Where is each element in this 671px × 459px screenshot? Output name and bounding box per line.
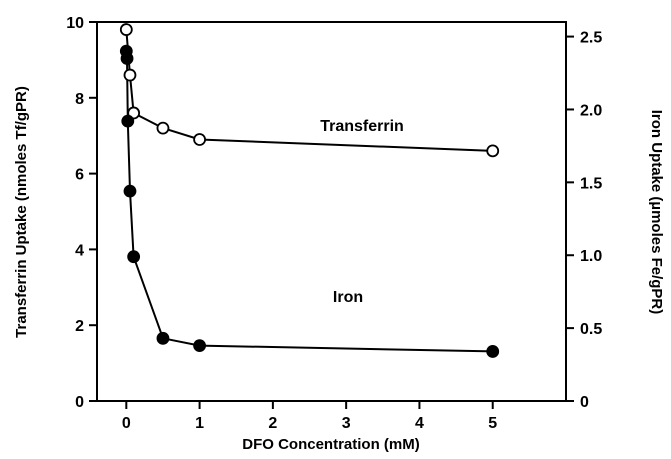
- left-y-tick-label: 6: [75, 167, 84, 184]
- plot-border: [96, 21, 567, 402]
- right-y-tick-label: 2.0: [580, 102, 602, 119]
- left-y-tick-label: 2: [75, 318, 84, 335]
- data-point-transferrin: [486, 144, 500, 158]
- data-point-transferrin: [193, 133, 206, 146]
- x-tick-label: 0: [122, 415, 131, 432]
- left-y-axis-ticks: 0 2 4 6 8 10: [66, 15, 97, 411]
- series-label-transferrin: Transferrin: [320, 118, 404, 135]
- data-point-iron: [127, 250, 141, 264]
- left-y-tick-label: 8: [75, 91, 84, 108]
- right-y-tick-label: 1.0: [580, 248, 602, 265]
- right-y-tick-label: 0: [580, 394, 589, 411]
- data-point-transferrin: [123, 68, 137, 82]
- x-axis-ticks: 0 1 2 3 4 5: [122, 401, 497, 432]
- x-tick-label: 5: [488, 415, 497, 432]
- data-point-iron: [486, 345, 500, 358]
- data-point-iron: [120, 52, 134, 65]
- series-line-transferrin: [125, 29, 493, 152]
- left-y-axis-title: Transferrin Uptake (nmoles Tf/gPR): [13, 86, 30, 338]
- right-y-tick-label: 1.5: [580, 175, 602, 192]
- data-point-iron: [123, 184, 137, 198]
- left-y-tick-label: 4: [75, 242, 84, 259]
- x-tick-label: 3: [342, 415, 351, 432]
- x-tick-label: 1: [195, 415, 204, 432]
- right-y-tick-label: 0.5: [580, 321, 602, 338]
- plot-frame: [96, 21, 567, 402]
- data-point-iron: [193, 339, 206, 353]
- data-point-iron: [121, 114, 135, 128]
- right-y-tick-label: 2.5: [580, 30, 602, 47]
- series-label-iron: Iron: [333, 289, 363, 306]
- x-axis-title: DFO Concentration (mM): [242, 436, 420, 453]
- x-tick-label: 2: [268, 415, 277, 432]
- right-y-axis-ticks: 0 0.5 1.0 1.5 2.0 2.5: [566, 30, 602, 411]
- data-point-iron: [156, 331, 170, 345]
- series-points: [119, 23, 500, 358]
- left-y-tick-label: 0: [75, 394, 84, 411]
- data-point-transferrin: [156, 121, 170, 135]
- series-lines: [125, 29, 493, 353]
- data-point-transferrin: [119, 23, 133, 36]
- right-y-axis-title: Iron Uptake (µmoles Fe/gPR): [648, 110, 665, 315]
- series-line-iron: [125, 51, 493, 353]
- left-y-tick-label: 10: [66, 15, 84, 32]
- x-tick-label: 4: [415, 415, 424, 432]
